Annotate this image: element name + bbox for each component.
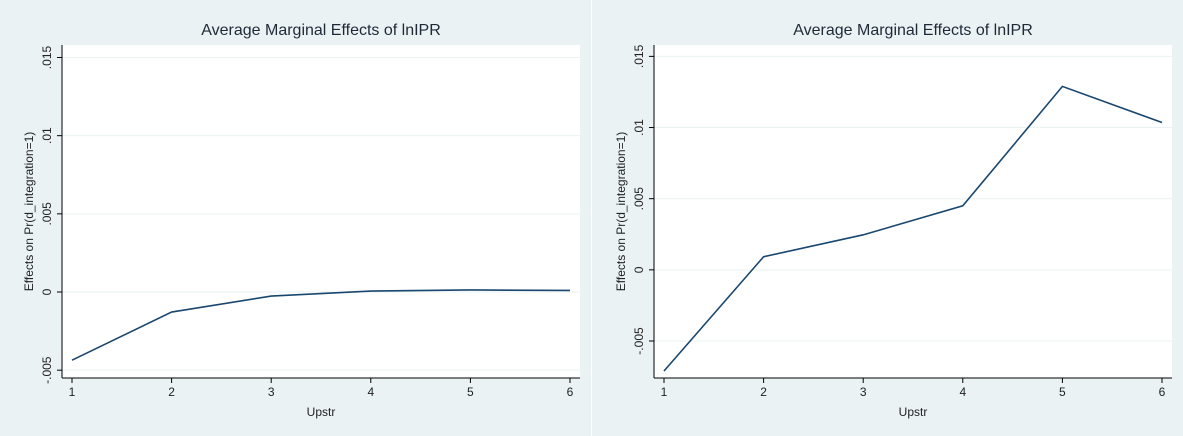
x-tick-label: 3	[268, 385, 275, 399]
x-axis-title: Upstr	[899, 405, 928, 419]
x-tick-label: 6	[1159, 385, 1166, 399]
data-line	[663, 85, 1163, 372]
y-tick-label: .01	[632, 119, 646, 136]
x-tick-label: 5	[1059, 385, 1066, 399]
y-axis-title: Effects on Pr(d_integration=1)	[614, 132, 628, 292]
y-tick-label: -.005	[40, 356, 54, 384]
plot-area	[654, 45, 1172, 378]
y-tick-label: .005	[632, 187, 646, 211]
y-axis-title: Effects on Pr(d_integration=1)	[22, 132, 36, 292]
x-tick-label: 5	[467, 385, 474, 399]
x-tick-label: 4	[959, 385, 966, 399]
chart-title: Average Marginal Effects of lnIPR	[201, 22, 441, 39]
y-tick-label: 0	[632, 266, 646, 273]
x-tick-label: 3	[860, 385, 867, 399]
chart-title: Average Marginal Effects of lnIPR	[793, 22, 1033, 39]
x-tick-label: 1	[661, 385, 668, 399]
x-tick-label: 2	[168, 385, 175, 399]
y-tick-label: .005	[40, 202, 54, 226]
x-tick-label: 2	[760, 385, 767, 399]
y-tick-label: 0	[40, 288, 54, 295]
data-line	[71, 289, 571, 361]
x-tick-label: 4	[367, 385, 374, 399]
x-axis-title: Upstr	[307, 405, 336, 419]
chart-panel: Average Marginal Effects of lnIPR -.005 0.…	[0, 0, 591, 436]
y-tick-label: -.005	[632, 327, 646, 355]
x-tick-label: 1	[69, 385, 76, 399]
y-tick-label: .015	[632, 44, 646, 68]
x-tick-label: 6	[567, 385, 574, 399]
chart-panel: Average Marginal Effects of lnIPR -.005 0.…	[592, 0, 1183, 436]
y-tick-label: .015	[40, 46, 54, 70]
y-tick-label: .01	[40, 127, 54, 144]
